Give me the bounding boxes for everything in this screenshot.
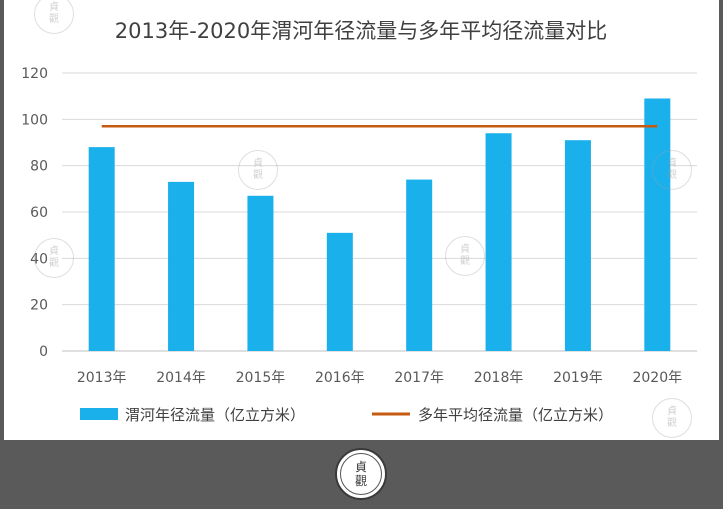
x-axis-ticks: 2013年 2014年 2015年 2016年 2017年 2018年 2019年 2020年 (77, 370, 682, 386)
y-tick-label: 100 (21, 112, 48, 128)
x-tick-label: 2019年 (553, 370, 603, 386)
seal-char: 觀 (354, 474, 367, 488)
y-tick-label: 0 (39, 344, 48, 360)
legend-label-average: 多年平均径流量（亿立方米） (418, 406, 613, 424)
grid-lines (62, 72, 697, 352)
y-axis-ticks: 0 20 40 60 80 100 120 (21, 66, 48, 360)
bar-2015年 (247, 195, 274, 351)
y-tick-label: 120 (21, 66, 48, 82)
y-tick-label: 80 (30, 159, 48, 175)
x-tick-label: 2018年 (474, 370, 524, 386)
chart-title: 2013年-2020年渭河年径流量与多年平均径流量对比 (115, 19, 607, 43)
bar-2018年 (485, 133, 512, 351)
bar-2017年 (406, 179, 433, 351)
chart-panel: 2013年-2020年渭河年径流量与多年平均径流量对比 0 20 40 60 80 100… (4, 0, 719, 440)
x-tick-label: 2016年 (315, 370, 365, 386)
y-tick-label: 40 (30, 251, 48, 267)
bar-2020年 (644, 98, 671, 351)
y-tick-label: 60 (30, 205, 48, 221)
legend-swatch-runoff (80, 408, 118, 420)
seal-logo-inner: 貞 觀 (340, 453, 382, 495)
x-tick-label: 2020年 (632, 370, 682, 386)
x-tick-label: 2015年 (236, 370, 286, 386)
seal-char: 貞 (354, 460, 367, 474)
legend-label-runoff: 渭河年径流量（亿立方米） (125, 406, 305, 424)
y-tick-label: 20 (30, 298, 48, 314)
legend: 渭河年径流量（亿立方米） 多年平均径流量（亿立方米） (80, 406, 613, 424)
bar-2019年 (564, 140, 591, 351)
x-tick-label: 2017年 (394, 370, 444, 386)
bars (88, 98, 671, 351)
bar-2014年 (168, 181, 195, 351)
bar-2016年 (326, 232, 353, 351)
bar-chart: 2013年-2020年渭河年径流量与多年平均径流量对比 0 20 40 60 80 100… (21, 19, 697, 424)
bar-2013年 (88, 147, 115, 351)
x-tick-label: 2013年 (77, 370, 127, 386)
x-tick-label: 2014年 (156, 370, 206, 386)
seal-logo: 貞 觀 (335, 448, 387, 500)
